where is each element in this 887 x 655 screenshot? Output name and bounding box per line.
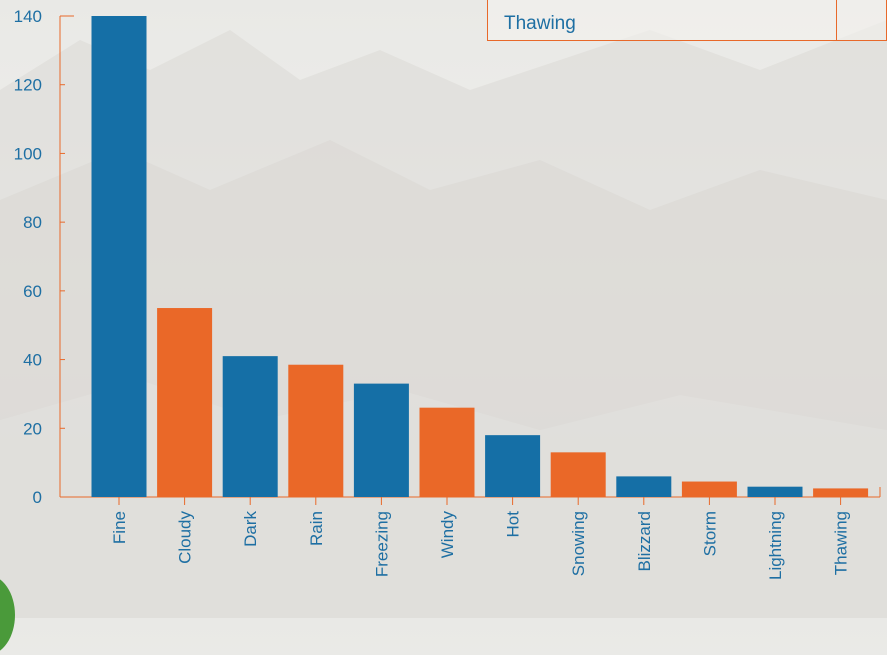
category-label-rain: Rain xyxy=(307,511,326,546)
category-label-blizzard: Blizzard xyxy=(635,511,654,571)
category-label-lightning: Lightning xyxy=(766,511,785,580)
bar-cloudy xyxy=(157,308,213,497)
category-label-cloudy: Cloudy xyxy=(176,511,195,564)
bar-thawing xyxy=(813,488,869,497)
bars xyxy=(91,16,869,497)
category-label-fine: Fine xyxy=(110,511,129,544)
bar-fine xyxy=(91,16,147,497)
bar-freezing xyxy=(353,383,409,497)
legend-label: Thawing xyxy=(504,13,576,34)
bar-hot xyxy=(485,435,541,497)
bar-windy xyxy=(419,407,475,497)
y-tick-label: 100 xyxy=(14,144,42,163)
y-tick-label: 40 xyxy=(23,351,42,370)
y-ticks: 0 20 40 60 80 100 120 140 xyxy=(14,7,65,507)
y-tick-label: 60 xyxy=(23,282,42,301)
bar-snowing xyxy=(550,452,606,497)
bar-rain xyxy=(288,364,344,497)
category-labels: Fine Cloudy Dark Rain Freezing Windy Hot Snowin… xyxy=(110,497,851,580)
bar-blizzard xyxy=(616,476,672,497)
category-label-dark: Dark xyxy=(241,511,260,547)
bar-dark xyxy=(222,356,278,497)
y-tick-label: 140 xyxy=(14,7,42,26)
y-tick-label: 120 xyxy=(14,76,42,95)
bar-chart: 0 20 40 60 80 100 120 140 Fine Cloudy Dark Rain Fre… xyxy=(14,7,881,580)
legend: Thawing xyxy=(487,0,887,41)
y-tick-label: 80 xyxy=(23,213,42,232)
bar-lightning xyxy=(747,486,803,497)
y-tick-label: 20 xyxy=(23,419,42,438)
category-label-hot: Hot xyxy=(504,511,523,538)
bar-storm xyxy=(681,481,737,497)
category-label-thawing: Thawing xyxy=(832,511,851,575)
category-label-freezing: Freezing xyxy=(372,511,391,577)
category-label-snowing: Snowing xyxy=(569,511,588,576)
y-tick-label: 0 xyxy=(33,488,42,507)
category-label-storm: Storm xyxy=(700,511,719,556)
category-label-windy: Windy xyxy=(438,511,457,559)
mountain-background xyxy=(0,20,887,618)
legend-divider xyxy=(836,0,837,41)
